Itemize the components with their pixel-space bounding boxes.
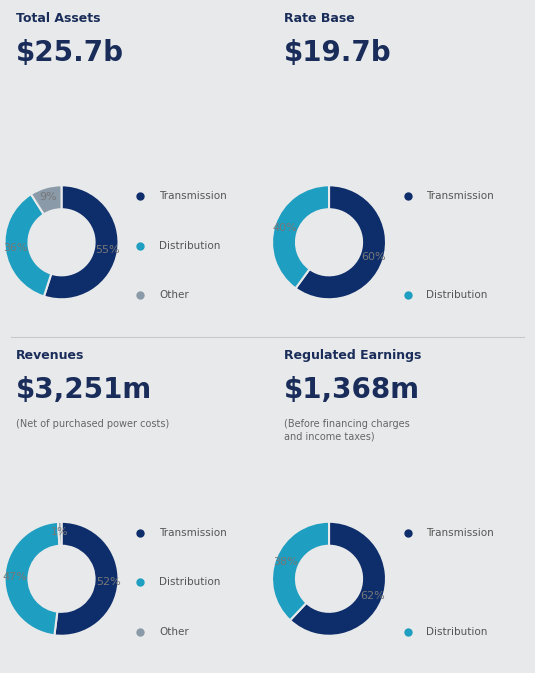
Text: (Before financing charges
and income taxes): (Before financing charges and income tax…: [284, 419, 409, 441]
Wedge shape: [290, 522, 386, 636]
Text: Transmission: Transmission: [426, 191, 494, 201]
Text: $3,251m: $3,251m: [16, 376, 152, 404]
Wedge shape: [55, 522, 119, 636]
Text: (Net of purchased power costs): (Net of purchased power costs): [16, 419, 169, 429]
Text: 62%: 62%: [360, 591, 385, 601]
Text: Transmission: Transmission: [159, 528, 227, 538]
Text: 1%: 1%: [51, 527, 69, 537]
Text: 47%: 47%: [2, 572, 27, 582]
Text: Rate Base: Rate Base: [284, 12, 354, 25]
Text: 36%: 36%: [3, 243, 27, 253]
Wedge shape: [44, 185, 119, 299]
Wedge shape: [272, 185, 329, 289]
Text: 38%: 38%: [273, 557, 298, 567]
Text: Total Assets: Total Assets: [16, 12, 101, 25]
Wedge shape: [31, 185, 62, 215]
Text: Transmission: Transmission: [426, 528, 494, 538]
Wedge shape: [4, 194, 51, 297]
Text: 60%: 60%: [361, 252, 386, 262]
Text: Distribution: Distribution: [159, 577, 220, 587]
Text: Regulated Earnings: Regulated Earnings: [284, 349, 421, 361]
Wedge shape: [58, 522, 62, 546]
Text: $19.7b: $19.7b: [284, 39, 391, 67]
Wedge shape: [4, 522, 59, 635]
Text: Other: Other: [159, 627, 189, 637]
Text: 55%: 55%: [95, 244, 120, 254]
Text: Other: Other: [159, 290, 189, 300]
Text: 40%: 40%: [272, 223, 297, 233]
Text: Distribution: Distribution: [159, 240, 220, 250]
Text: 52%: 52%: [96, 577, 120, 587]
Text: Revenues: Revenues: [16, 349, 85, 361]
Text: $1,368m: $1,368m: [284, 376, 419, 404]
Wedge shape: [272, 522, 329, 621]
Text: Distribution: Distribution: [426, 627, 488, 637]
Text: 9%: 9%: [40, 192, 57, 203]
Text: Distribution: Distribution: [426, 290, 488, 300]
Text: Transmission: Transmission: [159, 191, 227, 201]
Wedge shape: [295, 185, 386, 299]
Text: $25.7b: $25.7b: [16, 39, 124, 67]
